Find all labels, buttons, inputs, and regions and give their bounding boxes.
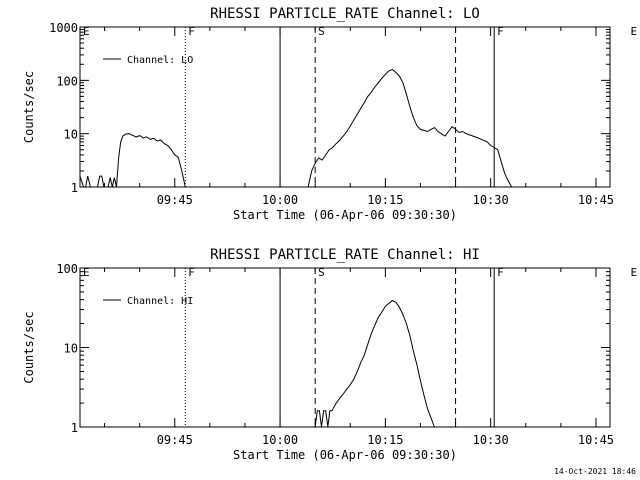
x-tick-label: 10:00 xyxy=(262,433,298,447)
footer-timestamp: 14-Oct-2021 18:46 xyxy=(554,467,636,476)
series-line xyxy=(307,68,513,187)
event-marker-label: E xyxy=(83,25,90,38)
plot-area xyxy=(80,27,513,187)
event-marker-label: S xyxy=(318,25,325,38)
chart-panel-hi: RHESSI PARTICLE_RATE Channel: HI 1 10 100 09… xyxy=(22,247,637,462)
y-tick-label: 10 xyxy=(64,128,78,142)
x-tick-label: 10:15 xyxy=(367,433,403,447)
x-axis-label: Start Time (06-Apr-06 09:30:30) xyxy=(233,208,457,222)
plot-frame xyxy=(79,267,611,428)
event-marker-label: E xyxy=(631,25,638,38)
event-marker-label: F xyxy=(188,266,195,279)
event-marker-label: S xyxy=(318,266,325,279)
chart-panel-lo: RHESSI PARTICLE_RATE Channel: LO 1 10 100 10… xyxy=(22,6,637,222)
y-axis-label: Counts/sec xyxy=(22,71,36,143)
x-tick-label: 10:30 xyxy=(473,193,509,207)
event-marker-label: E xyxy=(631,266,638,279)
series-line xyxy=(80,175,91,187)
event-marker-label: F xyxy=(497,25,504,38)
x-tick-label: 09:45 xyxy=(157,193,193,207)
event-marker-label: E xyxy=(83,266,90,279)
x-tick-label: 10:30 xyxy=(473,433,509,447)
x-tick-label: 10:00 xyxy=(262,193,298,207)
x-tick-label: 09:45 xyxy=(157,433,193,447)
y-tick-label: 1 xyxy=(71,181,78,195)
y-tick-label: 1000 xyxy=(49,21,78,35)
chart-title: RHESSI PARTICLE_RATE Channel: HI xyxy=(210,247,480,263)
plot-area xyxy=(184,268,495,427)
event-marker-label: F xyxy=(188,25,195,38)
legend-label: Channel: LO xyxy=(127,55,193,66)
y-tick-label: 10 xyxy=(64,342,78,356)
y-tick-label: 1 xyxy=(71,421,78,435)
series-line xyxy=(97,175,105,187)
y-axis-label: Counts/sec xyxy=(22,311,36,383)
x-axis-label: Start Time (06-Apr-06 09:30:30) xyxy=(233,448,457,462)
chart-title: RHESSI PARTICLE_RATE Channel: LO xyxy=(210,6,480,22)
y-tick-label: 100 xyxy=(56,262,78,276)
x-tick-label: 10:15 xyxy=(367,193,403,207)
x-tick-label: 10:45 xyxy=(578,193,614,207)
series-line xyxy=(107,133,186,187)
event-marker-label: F xyxy=(497,266,504,279)
plot-frame xyxy=(79,26,611,188)
y-tick-label: 100 xyxy=(56,74,78,88)
x-tick-label: 10:45 xyxy=(578,433,614,447)
series-line xyxy=(314,299,435,427)
legend-label: Channel: HI xyxy=(127,296,193,307)
